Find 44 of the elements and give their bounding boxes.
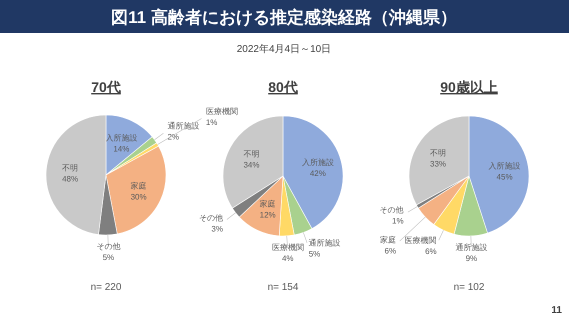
data-label: 45% — [496, 172, 513, 182]
slice-label: 医療機関 — [272, 242, 304, 252]
caption: 図11 高齢者における推定感染経路（沖縄県） — [111, 8, 457, 27]
text: n= 102 — [454, 282, 485, 293]
data-label: 4% — [282, 254, 294, 263]
slice-label: 不明 — [62, 164, 78, 173]
data-label: 1% — [392, 216, 404, 226]
data-label: 48% — [62, 174, 78, 184]
data-label: 2% — [167, 132, 180, 142]
slice-label: 通所施設 — [308, 238, 341, 248]
data-label: 5% — [102, 252, 114, 262]
data-label: 12% — [260, 210, 276, 220]
slice-label: 不明 — [243, 150, 260, 159]
slice-label: 家庭 — [260, 200, 276, 209]
slice-label: その他 — [96, 242, 120, 251]
chart-title: 90歳以上 — [440, 79, 498, 95]
data-label: 9% — [466, 254, 478, 263]
slice-label: 通所施設 — [455, 242, 488, 252]
slice-label: 不明 — [430, 148, 446, 158]
slice-label: 家庭 — [130, 181, 147, 190]
data-label: 6% — [384, 246, 396, 256]
slice-label: 医療機関 — [404, 236, 437, 245]
slice-label: 入所施設 — [488, 161, 521, 170]
data-label: 5% — [308, 250, 320, 259]
text: 2022年4月4日～10日 — [236, 43, 332, 55]
data-label: 1% — [206, 118, 218, 127]
slice-label: その他 — [198, 214, 223, 223]
slice-label: 通所施設 — [167, 121, 200, 130]
slice-label: 家庭 — [380, 235, 396, 244]
text: n= 154 — [268, 282, 299, 293]
text: 11 — [551, 305, 562, 316]
data-label: 30% — [130, 192, 147, 202]
data-label: 3% — [211, 224, 223, 234]
data-label: 6% — [425, 246, 437, 256]
slice-label: その他 — [380, 206, 404, 215]
chart-title: 70代 — [91, 79, 121, 95]
slice-label: 入所施設 — [302, 158, 334, 168]
data-label: 33% — [430, 160, 446, 169]
data-label: 42% — [310, 169, 326, 178]
data-label: 34% — [243, 160, 260, 170]
text: n= 220 — [90, 282, 122, 293]
slice-label: 医療機関 — [206, 106, 238, 116]
chart-title: 80代 — [268, 79, 298, 95]
data-label: 14% — [113, 144, 130, 154]
